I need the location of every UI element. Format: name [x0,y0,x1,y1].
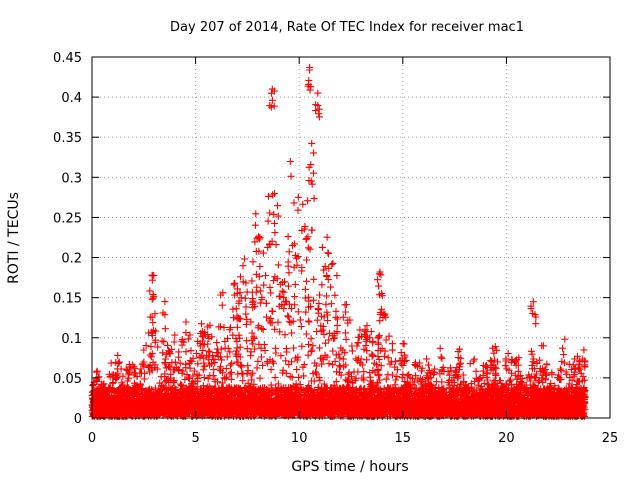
y-tick-label: 0.15 [53,292,82,307]
plot-border [91,56,611,419]
y-tick-label: 0.05 [53,372,82,387]
x-tick-label: 15 [395,431,412,446]
roti-points [88,63,589,420]
y-tick-label: 0.35 [53,131,82,146]
y-tick-label: 0.45 [53,51,82,66]
x-tick-label: 0 [88,431,96,446]
y-tick-label: 0.2 [61,252,82,267]
tick-labels: 0 0.05 0.1 0.15 0.2 0.25 0.3 0.35 0.4 0.45 0 5 10 15 2… [53,51,618,446]
data-points [88,63,589,420]
y-tick-label: 0 [74,412,82,427]
y-tick-label: 0.1 [61,332,82,347]
axes [91,56,611,419]
x-tick-label: 5 [191,431,199,446]
y-tick-label: 0.4 [61,91,82,106]
x-tick-label: 20 [498,431,515,446]
x-tick-label: 25 [602,431,619,446]
y-tick-label: 0.25 [53,211,82,226]
y-axis-label: ROTI / TECUs [6,192,22,284]
y-tick-label: 0.3 [61,171,82,186]
x-axis-label: GPS time / hours [291,459,408,475]
x-tick-label: 10 [291,431,308,446]
chart-title: Day 207 of 2014, Rate Of TEC Index for r… [170,20,524,35]
